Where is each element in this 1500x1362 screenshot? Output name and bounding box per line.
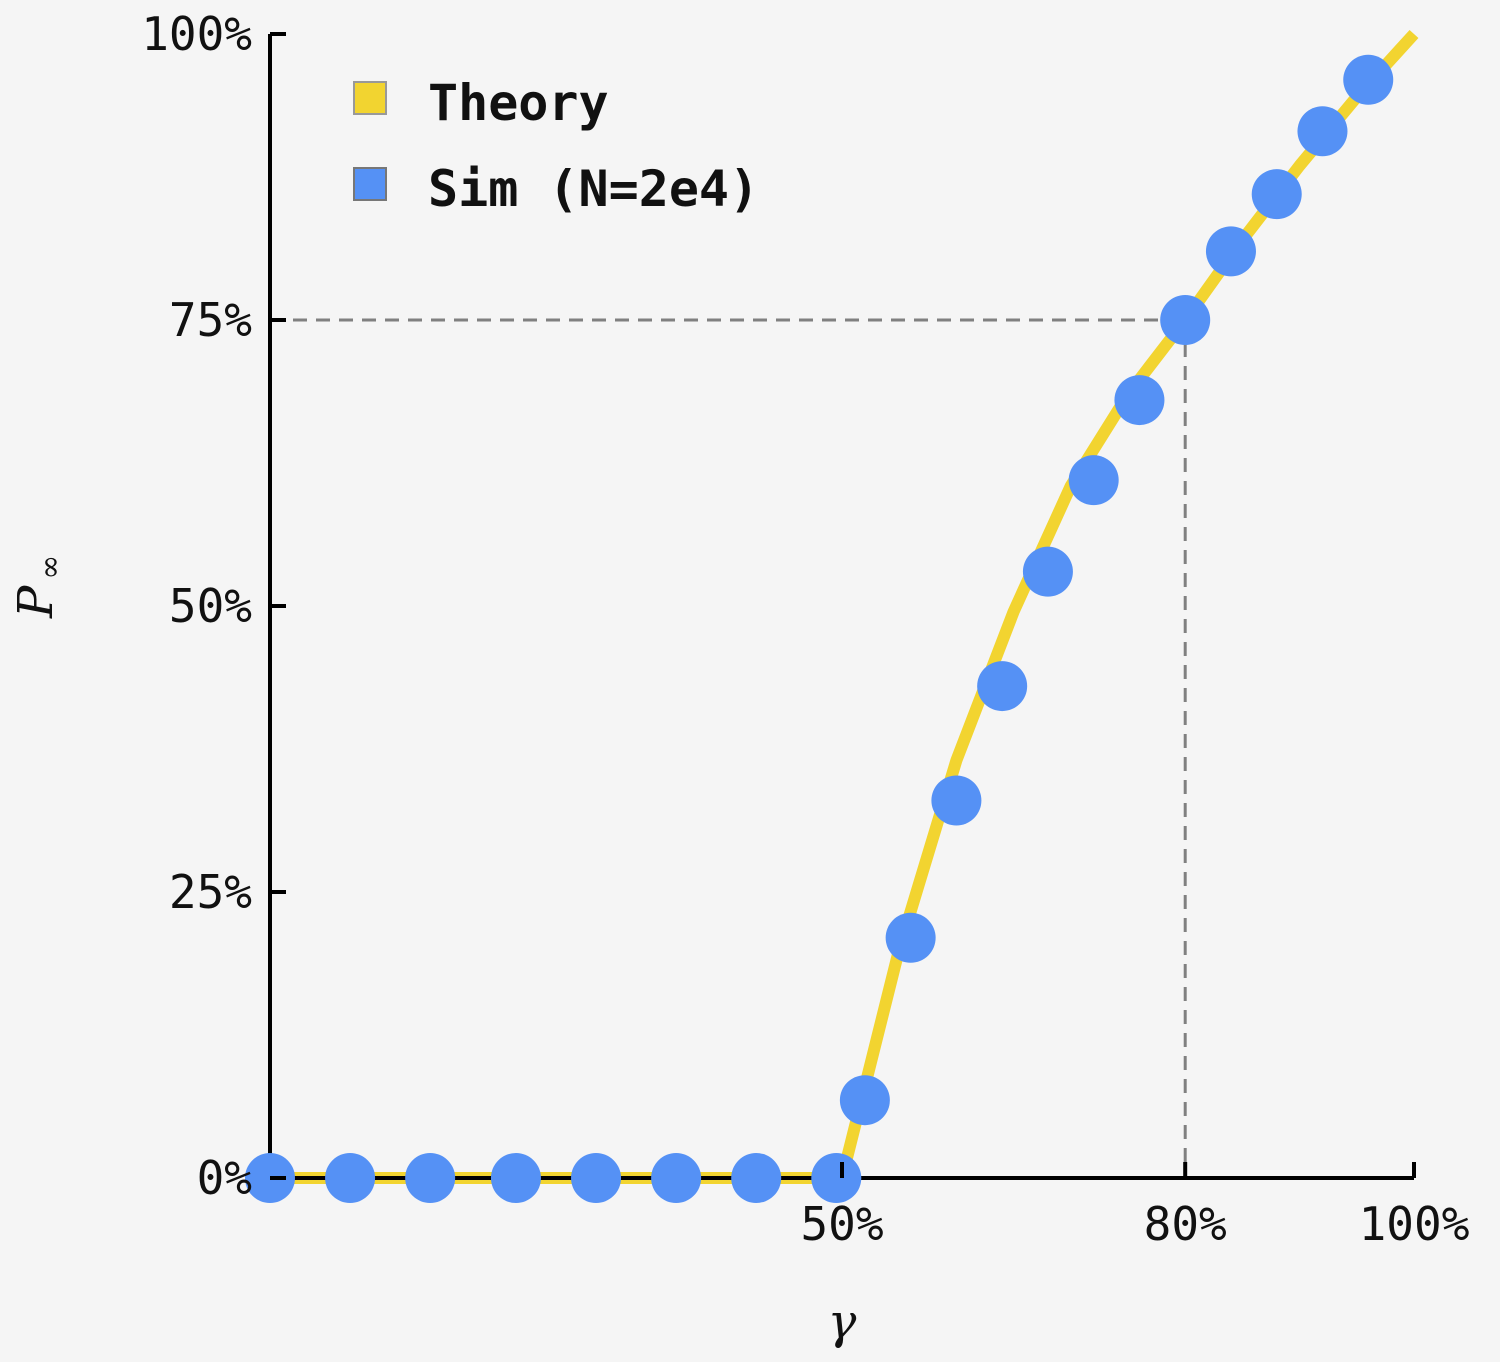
sim-point xyxy=(931,775,982,826)
tick-labels: 0% 25% 50% 75% 100% 50% 80% 100% xyxy=(141,7,1469,1251)
y-tick-label: 75% xyxy=(169,293,252,347)
y-axis-title: P xyxy=(8,585,64,619)
sim-point xyxy=(885,912,936,963)
sim-point xyxy=(490,1153,541,1203)
sim-point xyxy=(1068,455,1119,506)
sim-point xyxy=(651,1153,702,1203)
y-tick-label: 100% xyxy=(141,7,252,61)
y-axis-title-group: P ∞ xyxy=(8,555,68,619)
svg-text:P ∞: P ∞ xyxy=(8,555,68,619)
sim-point xyxy=(977,661,1028,712)
sim-point xyxy=(1022,546,1073,597)
reference-guides xyxy=(270,318,1187,1178)
sim-point xyxy=(571,1153,622,1203)
legend-label-theory: Theory xyxy=(428,74,609,132)
simulation-series xyxy=(245,54,1394,1203)
y-axis-title-subscript: ∞ xyxy=(33,555,68,580)
y-tick-label: 50% xyxy=(169,579,252,633)
sim-point xyxy=(1343,54,1394,105)
sim-point xyxy=(731,1153,782,1203)
sim-point xyxy=(1114,375,1165,426)
x-tick-label: 100% xyxy=(1359,1197,1470,1251)
x-axis-title: γ xyxy=(828,1294,857,1350)
legend: Theory Sim (N=2e4) xyxy=(353,74,759,218)
sim-point xyxy=(325,1153,376,1203)
y-tick-label: 25% xyxy=(169,865,252,919)
legend-label-sim: Sim (N=2e4) xyxy=(428,160,759,218)
sim-point xyxy=(1297,106,1348,157)
sim-point xyxy=(1205,226,1256,277)
x-tick-label: 80% xyxy=(1144,1197,1227,1251)
legend-swatch-sim xyxy=(353,167,387,201)
y-tick-label: 0% xyxy=(197,1151,252,1205)
legend-swatch-theory xyxy=(353,81,387,115)
sim-point xyxy=(1251,169,1302,220)
x-tick-label: 50% xyxy=(800,1197,883,1251)
sim-point xyxy=(1160,295,1211,345)
sim-point xyxy=(405,1153,456,1203)
sim-point xyxy=(839,1075,890,1126)
sim-point xyxy=(811,1153,862,1203)
